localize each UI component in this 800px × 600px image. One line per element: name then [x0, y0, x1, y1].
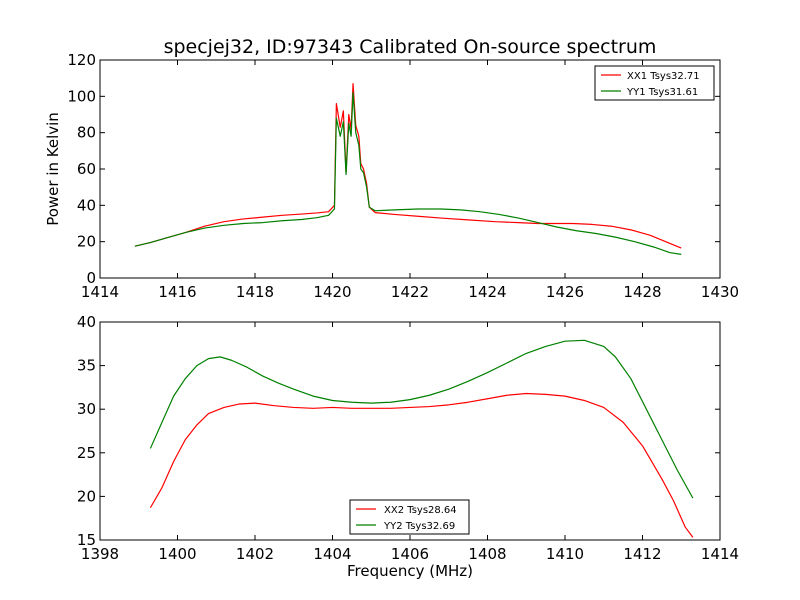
legend-label-xx1: XX1 Tsys32.71	[627, 71, 700, 82]
plot-frame	[99, 321, 721, 541]
x-tick-label: 1404	[313, 545, 351, 563]
y-axis-label: Power in Kelvin	[44, 112, 62, 226]
y-tick-label: 120	[67, 51, 96, 69]
legend-label-yy2: YY2 Tsys32.69	[383, 521, 455, 532]
y-tick-label: 40	[77, 313, 96, 331]
y-tick-label: 20	[77, 233, 96, 251]
series-line-xx2	[149, 392, 694, 538]
x-tick-label: 1424	[468, 283, 506, 301]
series-line-xx1	[134, 83, 682, 249]
x-tick-label: 1422	[391, 283, 429, 301]
legend-box	[349, 499, 470, 535]
bottom-chart: Frequency (MHz) 1398 1400 1402 1404 1406 1408…	[77, 313, 739, 580]
legend-label-yy1: YY1 Tsys31.61	[626, 87, 698, 98]
plot-frame	[99, 59, 721, 279]
x-tick-label: 1410	[546, 545, 584, 563]
top-chart: specjej32, ID:97343 Calibrated On-source…	[44, 36, 739, 301]
axis-ticks: 1398 1400 1402 1404 1406 1408 1410 1412 1414 15 20…	[77, 313, 739, 563]
y-tick-label: 30	[77, 400, 96, 418]
x-tick-label: 1408	[468, 545, 506, 563]
legend: XX1 Tsys32.71 YY1 Tsys31.61	[594, 65, 715, 101]
y-tick-label: 80	[77, 124, 96, 142]
x-tick-label: 1406	[391, 545, 429, 563]
plot-area	[149, 339, 694, 538]
y-tick-label: 60	[77, 160, 96, 178]
x-tick-label: 1428	[623, 283, 661, 301]
legend-box	[594, 65, 715, 101]
y-tick-label: 20	[77, 487, 96, 505]
y-tick-label: 100	[67, 87, 96, 105]
x-tick-label: 1426	[546, 283, 584, 301]
legend-label-xx2: XX2 Tsys28.64	[384, 505, 457, 516]
plot-area	[134, 83, 682, 255]
series-line-yy2	[149, 339, 694, 499]
x-tick-label: 1420	[313, 283, 351, 301]
y-tick-label: 0	[86, 269, 96, 287]
y-tick-label: 35	[77, 357, 96, 375]
x-tick-label: 1412	[623, 545, 661, 563]
axis-ticks: 1414 1416 1418 1420 1422 1424 1426 1428 1430 0 20 4…	[67, 51, 739, 301]
y-tick-label: 40	[77, 196, 96, 214]
x-tick-label: 1430	[701, 283, 739, 301]
x-tick-label: 1402	[236, 545, 274, 563]
x-tick-label: 1418	[236, 283, 274, 301]
x-tick-label: 1398	[81, 545, 119, 563]
chart-title: specjej32, ID:97343 Calibrated On-source…	[164, 36, 657, 58]
y-tick-label: 15	[77, 531, 96, 549]
y-tick-label: 25	[77, 444, 96, 462]
x-tick-label: 1414	[81, 283, 119, 301]
series-line-yy1	[134, 92, 682, 255]
x-tick-label: 1416	[158, 283, 196, 301]
x-tick-label: 1400	[158, 545, 196, 563]
legend: XX2 Tsys28.64 YY2 Tsys32.69	[349, 499, 470, 535]
x-axis-label: Frequency (MHz)	[347, 562, 473, 580]
x-tick-label: 1414	[701, 545, 739, 563]
